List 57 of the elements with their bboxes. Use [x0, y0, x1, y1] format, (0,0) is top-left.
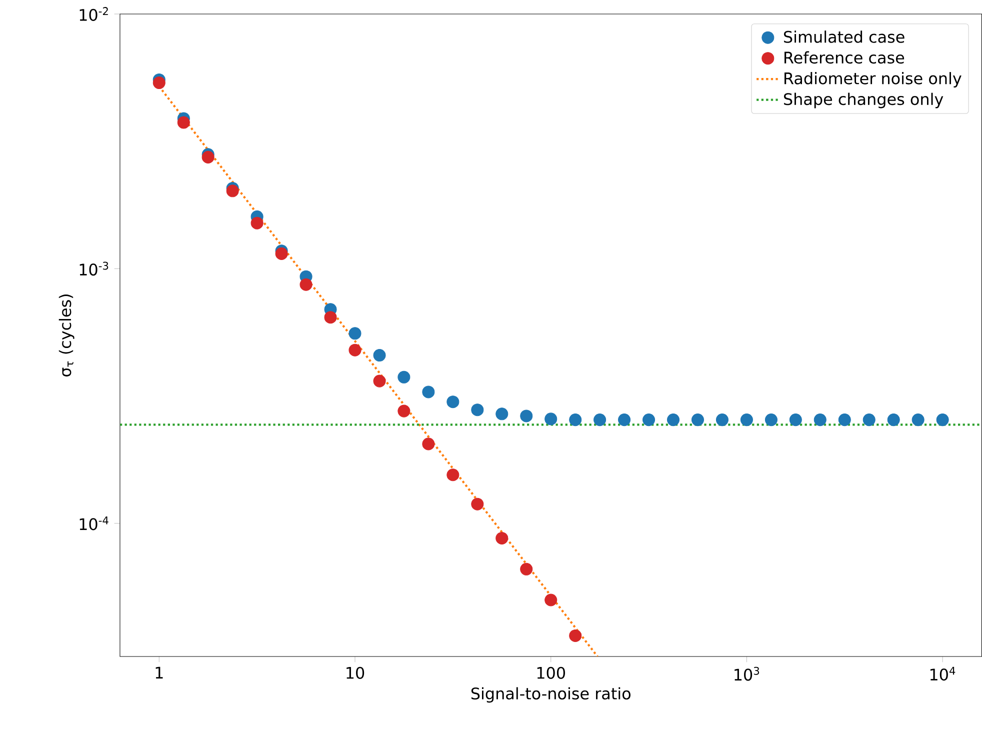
point [912, 413, 924, 426]
point [887, 413, 900, 426]
legend-label: Reference case [784, 51, 904, 64]
point [348, 344, 362, 356]
point [569, 413, 582, 426]
point [496, 532, 508, 544]
point [373, 348, 386, 362]
y-tick-label: 10$^{-2}$ [80, 6, 108, 21]
legend-label: Radiometer noise only [784, 72, 962, 88]
point [250, 216, 264, 230]
point [348, 327, 362, 340]
y-axis-title: σ$_{τ}$ (cycles) [58, 294, 74, 376]
point [764, 413, 778, 426]
point [936, 413, 949, 426]
point [789, 413, 802, 426]
y-tick-label: 10$^{-4}$ [80, 516, 108, 530]
point [862, 413, 876, 426]
point [667, 413, 680, 426]
point [324, 311, 337, 324]
point [496, 408, 508, 420]
x-tick-label: 10$^{4}$ [930, 666, 956, 681]
y-tick-label: 10$^{-3}$ [80, 262, 108, 276]
point [422, 438, 435, 450]
point [520, 410, 533, 422]
x-tick-label: 10 [346, 666, 364, 679]
point [300, 278, 312, 291]
point [642, 413, 656, 426]
point [716, 413, 728, 426]
point [202, 150, 214, 164]
point [569, 629, 582, 642]
point [177, 116, 190, 129]
point [520, 562, 533, 576]
point [398, 404, 410, 418]
point [226, 184, 239, 198]
legend-label: Shape changes only [784, 92, 944, 108]
point [373, 374, 386, 388]
x-tick-label: 1 [156, 666, 163, 678]
point [544, 412, 558, 426]
point [740, 413, 753, 426]
point [422, 386, 435, 398]
point [814, 413, 826, 426]
x-tick-label: 10$^{3}$ [734, 666, 760, 681]
point [691, 413, 704, 426]
point [471, 498, 484, 510]
point [618, 413, 631, 426]
point [398, 370, 410, 384]
x-tick-label: 100 [537, 666, 565, 679]
point [152, 76, 166, 89]
point [471, 404, 484, 416]
point [275, 247, 288, 260]
x-axis-title: Signal-to-noise ratio [471, 687, 630, 703]
point [446, 468, 460, 482]
point [544, 594, 558, 606]
point [446, 396, 460, 408]
legend-label: Simulated case [784, 30, 904, 43]
point [594, 413, 606, 426]
point [838, 413, 851, 426]
